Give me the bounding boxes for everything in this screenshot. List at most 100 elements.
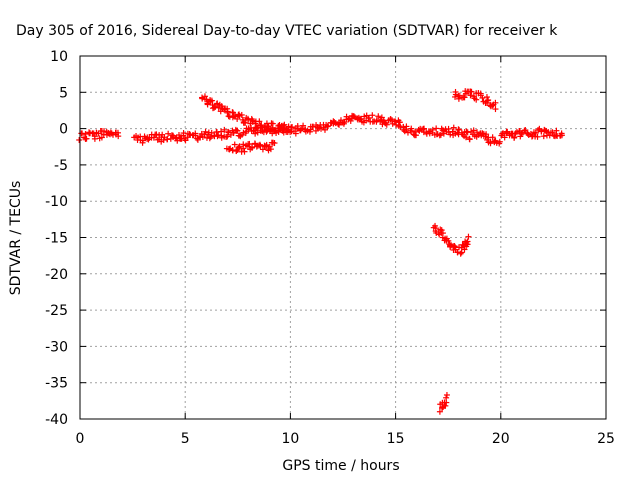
- data-point: [263, 141, 270, 148]
- data-point: [450, 124, 457, 131]
- data-point: [479, 94, 486, 101]
- y-tick-label: -10: [45, 194, 68, 210]
- data-point: [236, 143, 243, 150]
- data-point: [285, 123, 292, 130]
- y-tick-label: 5: [59, 85, 68, 101]
- data-point: [186, 131, 193, 138]
- y-tick-label: -5: [54, 158, 68, 174]
- data-point: [150, 134, 157, 141]
- y-tick-label: 0: [59, 122, 68, 138]
- data-point: [442, 402, 449, 409]
- data-point: [231, 141, 238, 148]
- data-point: [489, 102, 496, 109]
- data-point: [325, 123, 332, 130]
- plot-frame: [79, 55, 607, 420]
- data-point: [207, 133, 214, 140]
- data-point: [218, 103, 225, 110]
- data-point: [246, 140, 253, 147]
- data-point: [292, 130, 299, 137]
- data-point: [492, 99, 499, 106]
- data-point: [238, 111, 245, 118]
- data-point: [492, 106, 499, 113]
- data-point: [206, 135, 213, 142]
- data-point: [549, 129, 556, 136]
- data-point: [466, 136, 473, 143]
- data-point: [271, 140, 278, 147]
- data-point: [558, 132, 565, 139]
- y-axis-label: SDTVAR / TECUs: [8, 181, 24, 296]
- data-point: [221, 106, 228, 113]
- data-point: [369, 112, 376, 119]
- data-point: [436, 408, 443, 415]
- x-tick-label: 5: [181, 431, 190, 447]
- data-point: [357, 115, 364, 122]
- data-point: [202, 128, 209, 135]
- data-point: [445, 237, 452, 244]
- data-point: [496, 138, 503, 145]
- data-point: [365, 114, 372, 121]
- data-point: [240, 145, 247, 152]
- data-point: [461, 246, 468, 253]
- x-tick-label: 20: [492, 431, 510, 447]
- data-point: [461, 94, 468, 101]
- data-point: [413, 132, 420, 139]
- data-point: [284, 129, 291, 136]
- data-point: [331, 119, 338, 126]
- data-point: [256, 118, 263, 125]
- data-point: [473, 96, 480, 103]
- data-point: [215, 104, 222, 111]
- data-point: [465, 233, 472, 240]
- x-tick-label: 25: [597, 431, 615, 447]
- data-point: [312, 127, 319, 134]
- data-point: [86, 129, 93, 136]
- data-point: [298, 125, 305, 132]
- data-point: [83, 135, 90, 142]
- y-tick-label: -15: [45, 231, 68, 247]
- y-tick-label: 10: [50, 49, 68, 65]
- data-point: [272, 127, 279, 134]
- data-point: [439, 230, 446, 237]
- data-point: [421, 125, 428, 132]
- data-point: [423, 129, 430, 136]
- data-point: [76, 136, 83, 143]
- data-point: [375, 113, 382, 120]
- y-tick-label: -20: [45, 267, 68, 283]
- data-point: [165, 130, 172, 137]
- data-point: [242, 119, 249, 126]
- y-tick-label: -30: [45, 339, 68, 355]
- data-point: [457, 250, 464, 257]
- data-point: [483, 94, 490, 101]
- data-point: [279, 127, 286, 134]
- data-point: [439, 405, 446, 412]
- data-point: [392, 118, 399, 125]
- data-point: [437, 131, 444, 138]
- data-point: [489, 134, 496, 141]
- data-point: [321, 126, 328, 133]
- data-point: [160, 137, 167, 144]
- x-tick-label: 15: [387, 431, 405, 447]
- grid-lines: [80, 56, 606, 419]
- data-point: [511, 134, 518, 141]
- data-point: [485, 97, 492, 104]
- data-point: [267, 146, 274, 153]
- data-point: [451, 243, 458, 250]
- data-point: [456, 126, 463, 133]
- data-point: [350, 113, 357, 120]
- data-point: [281, 121, 288, 128]
- data-point: [180, 132, 187, 139]
- data-point: [408, 127, 415, 134]
- chart-title: Day 305 of 2016, Sidereal Day-to-day VTE…: [16, 23, 558, 39]
- data-point: [101, 128, 108, 135]
- data-point: [462, 134, 469, 141]
- data-point: [175, 131, 182, 138]
- data-point: [269, 120, 276, 127]
- data-point: [208, 97, 215, 104]
- data-point: [153, 131, 160, 138]
- data-point: [199, 94, 206, 101]
- data-point: [241, 148, 248, 155]
- data-point: [233, 127, 240, 134]
- y-tick-label: -40: [45, 412, 68, 428]
- data-point: [78, 130, 85, 137]
- data-point: [235, 144, 242, 151]
